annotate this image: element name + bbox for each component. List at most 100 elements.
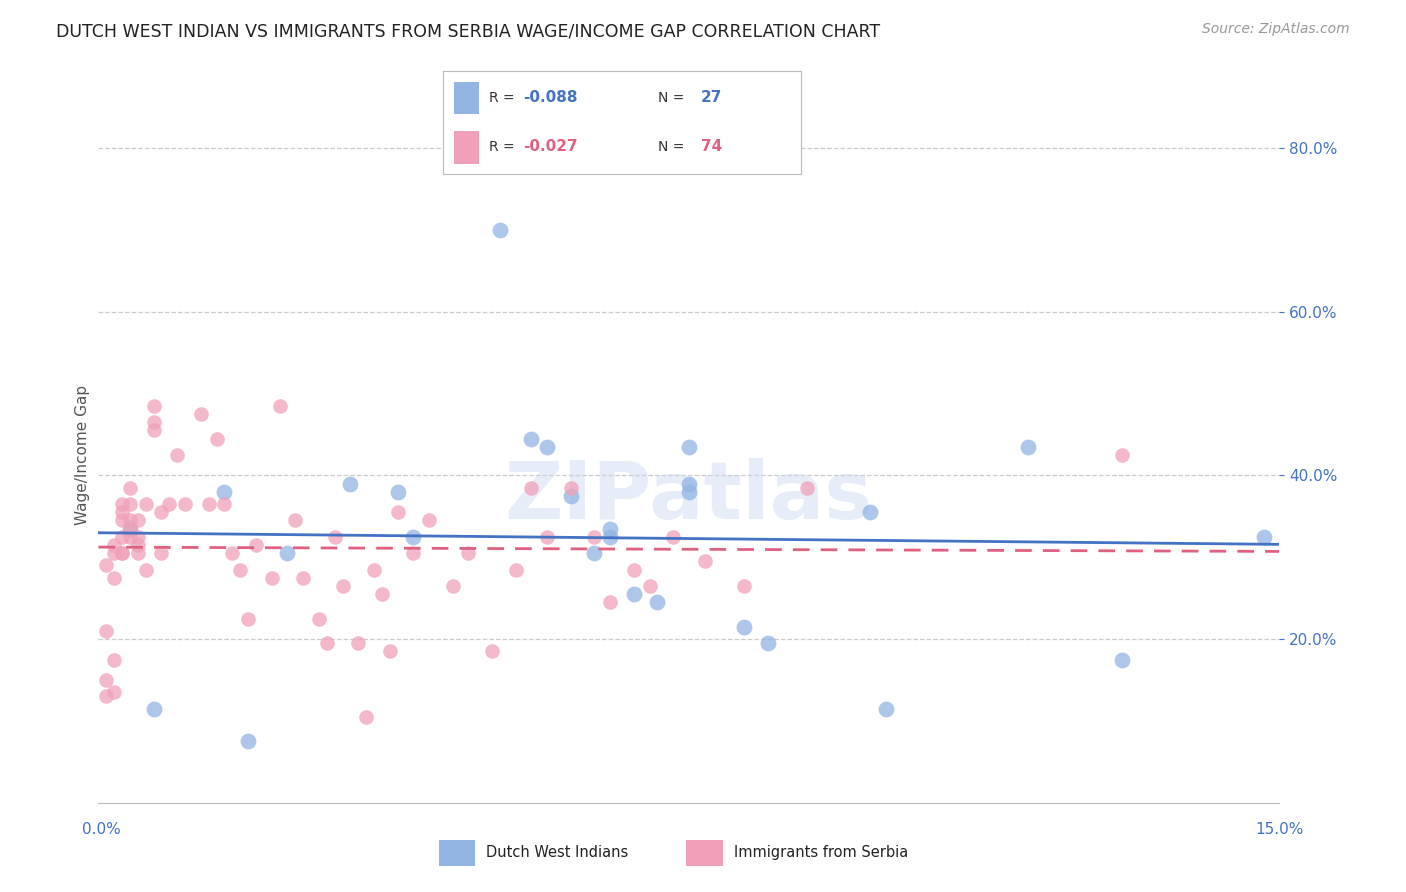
Text: R =: R = (489, 90, 519, 104)
Point (371, 587, 394, 601)
Point (354, 710, 377, 724)
Point (103, 685, 125, 699)
Point (142, 415, 165, 429)
Point (96, 673, 118, 687)
Text: -0.088: -0.088 (523, 90, 578, 105)
Text: N =: N = (658, 90, 689, 104)
Point (1111, 448, 1133, 462)
Point (733, 620, 755, 634)
Point (118, 530, 141, 544)
Point (111, 497, 134, 511)
Point (127, 538, 149, 552)
Point (441, 579, 464, 593)
Point (332, 579, 354, 593)
Point (623, 562, 645, 576)
Point (560, 481, 582, 495)
Point (96, 624, 118, 638)
Point (387, 484, 409, 499)
Point (347, 636, 370, 650)
Point (276, 546, 298, 560)
Point (269, 399, 291, 413)
Point (560, 489, 582, 503)
Point (402, 530, 425, 544)
Text: ZIPatlas: ZIPatlas (505, 458, 873, 536)
Point (150, 505, 173, 519)
Point (638, 579, 661, 593)
Point (197, 497, 219, 511)
Point (245, 538, 267, 552)
Point (308, 612, 330, 626)
Point (111, 505, 134, 519)
Text: Immigrants from Serbia: Immigrants from Serbia (734, 845, 908, 860)
FancyBboxPatch shape (439, 840, 475, 866)
Point (678, 440, 700, 454)
Point (127, 530, 149, 544)
Point (875, 701, 897, 715)
Point (118, 497, 141, 511)
Point (623, 587, 645, 601)
Point (260, 571, 283, 585)
Text: R =: R = (489, 140, 519, 153)
Point (323, 530, 346, 544)
Point (1253, 530, 1275, 544)
Point (693, 554, 716, 568)
Point (678, 484, 700, 499)
Point (583, 530, 606, 544)
Point (118, 522, 141, 536)
Point (1111, 652, 1133, 666)
Point (103, 652, 125, 666)
Point (315, 636, 337, 650)
Point (118, 522, 141, 536)
Point (796, 481, 818, 495)
Point (174, 497, 197, 511)
Point (236, 734, 259, 748)
Point (363, 562, 385, 576)
Point (536, 530, 558, 544)
Point (135, 497, 157, 511)
Point (387, 505, 409, 519)
Point (229, 562, 252, 576)
Text: 27: 27 (702, 90, 723, 105)
Point (150, 546, 173, 560)
Point (647, 595, 669, 609)
Point (489, 223, 512, 237)
Point (142, 399, 165, 413)
Point (339, 476, 361, 491)
Text: Dutch West Indians: Dutch West Indians (486, 845, 628, 860)
Point (205, 432, 228, 446)
Point (103, 538, 125, 552)
Point (402, 546, 425, 560)
Point (859, 505, 882, 519)
Point (756, 636, 779, 650)
Point (292, 571, 315, 585)
Point (103, 546, 125, 560)
Point (662, 530, 685, 544)
Point (599, 530, 621, 544)
Text: N =: N = (658, 140, 689, 153)
Point (221, 546, 243, 560)
FancyBboxPatch shape (454, 82, 478, 114)
Point (96, 690, 118, 704)
FancyBboxPatch shape (686, 840, 723, 866)
Point (96, 558, 118, 573)
Point (583, 546, 606, 560)
Point (103, 571, 125, 585)
Point (284, 513, 307, 527)
Point (520, 481, 543, 495)
Text: 15.0%: 15.0% (1256, 822, 1303, 837)
Point (111, 513, 134, 527)
Point (505, 562, 527, 576)
Point (481, 644, 503, 658)
Point (166, 448, 188, 462)
Text: Source: ZipAtlas.com: Source: ZipAtlas.com (1202, 22, 1350, 37)
Point (378, 644, 401, 658)
Point (127, 546, 149, 560)
Point (599, 595, 621, 609)
Point (214, 484, 236, 499)
FancyBboxPatch shape (454, 131, 478, 163)
Point (236, 612, 259, 626)
Text: DUTCH WEST INDIAN VS IMMIGRANTS FROM SERBIA WAGE/INCOME GAP CORRELATION CHART: DUTCH WEST INDIAN VS IMMIGRANTS FROM SER… (56, 22, 880, 40)
Point (457, 546, 479, 560)
Text: 0.0%: 0.0% (82, 822, 121, 837)
Point (1017, 440, 1039, 454)
